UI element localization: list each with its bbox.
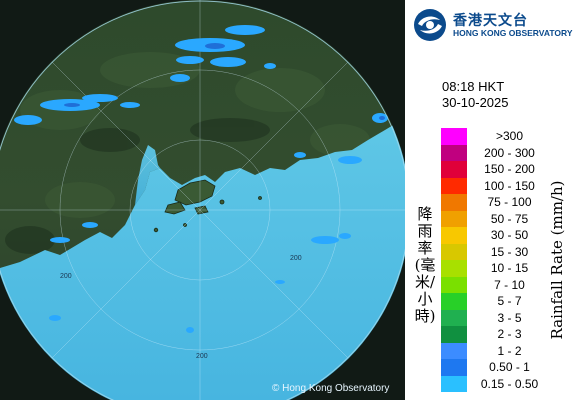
legend-title-chinese: 降雨率(毫米/小時) [414,205,436,325]
legend-swatch [441,177,467,194]
legend-row: 200 - 300 [441,144,571,161]
legend-swatch [441,210,467,227]
legend-swatch [441,161,467,178]
legend-row: 0.15 - 0.50 [441,375,571,392]
legend-row: 10 - 15 [441,260,571,277]
legend-label: 15 - 30 [490,244,529,259]
legend-label: 3 - 5 [497,310,522,325]
legend-row: 0.50 - 1 [441,359,571,376]
copyright-notice: © Hong Kong Observatory [272,383,390,394]
legend-title-english-text: Rainfall Rate (mm/h) [548,180,566,340]
legend-label: 75 - 100 [487,195,532,209]
legend-row: 30 - 50 [441,227,571,244]
info-panel: 香港天文台 HONG KONG OBSERVATORY 08:18 HKT 30… [405,0,577,400]
legend-swatch [441,309,467,326]
legend-label: 7 - 10 [494,277,525,292]
legend-row: >300 [441,128,571,145]
legend-row: 15 - 30 [441,243,571,260]
range-ring-label: 200 [196,353,208,360]
legend-label: 150 - 200 [484,162,535,176]
legend-label: 30 - 50 [490,228,529,242]
legend-row: 3 - 5 [441,309,571,326]
legend-swatch [441,260,467,277]
radar-map: 200 200 200 © Hong Kong Observatory [0,0,405,400]
observatory-emblem-icon [414,9,446,41]
legend-swatch [441,359,467,376]
legend-row: 1 - 2 [441,342,571,359]
legend-swatch [441,326,467,343]
legend-row: 2 - 3 [441,326,571,343]
legend-label: 0.50 - 1 [489,360,530,374]
legend-swatch [441,375,467,392]
legend-swatch [441,194,467,211]
legend-label: 5 - 7 [497,294,522,308]
observation-time: 08:18 HKT [442,79,505,94]
org-name-english: HONG KONG OBSERVATORY [453,28,573,38]
legend-row: 50 - 75 [441,210,571,227]
legend-row: 7 - 10 [441,276,571,293]
rainfall-legend: >300 200 - 300 150 - 200 100 - 150 75 - 100 5… [441,128,571,392]
legend-label: 2 - 3 [497,327,522,341]
observatory-logo: 香港天文台 HONG KONG OBSERVATORY [413,6,577,46]
range-ring-label: 200 [290,255,302,262]
islands [153,179,262,233]
legend-row: 75 - 100 [441,194,571,211]
legend-swatch [441,144,467,161]
legend-row: 100 - 150 [441,177,571,194]
legend-label: 10 - 15 [490,261,529,275]
legend-swatch [441,128,467,145]
rain-echoes [14,25,388,333]
legend-label: 50 - 75 [490,211,529,226]
sea-area [0,118,405,400]
legend-title-english: Rainfall Rate (mm/h) [548,150,566,370]
legend-swatch [441,293,467,310]
legend-label: 100 - 150 [484,178,535,193]
legend-label: >300 [495,129,524,143]
org-name-chinese: 香港天文台 [453,12,528,28]
legend-swatch [441,342,467,359]
legend-swatch [441,227,467,244]
legend-swatch [441,243,467,260]
legend-label: 0.15 - 0.50 [480,376,539,391]
legend-label: 1 - 2 [497,343,522,358]
legend-row: 5 - 7 [441,293,571,310]
legend-swatch [441,276,467,293]
observation-date: 30-10-2025 [442,95,509,110]
radar-image [0,0,405,400]
range-ring-label: 200 [60,273,72,280]
legend-label: 200 - 300 [484,145,535,160]
legend-row: 150 - 200 [441,161,571,178]
